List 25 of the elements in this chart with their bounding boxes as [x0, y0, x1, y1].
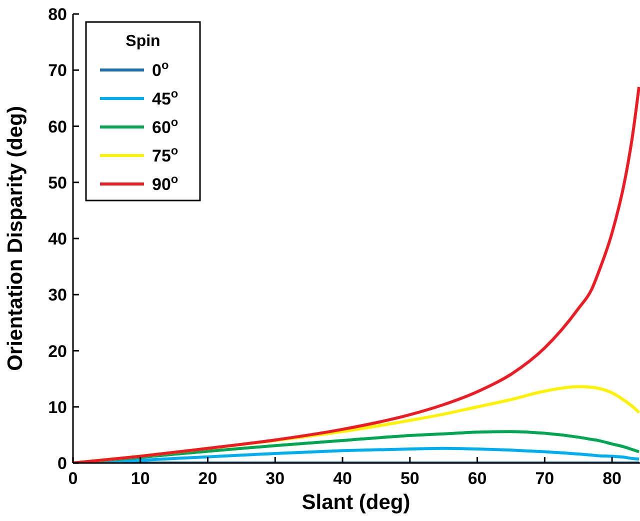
- x-tick-label: 70: [535, 469, 554, 488]
- y-tick-label: 30: [48, 286, 67, 305]
- x-tick-label: 60: [468, 469, 487, 488]
- legend-label: 45$^{o}$: [152, 86, 178, 108]
- legend-label: 60$^{o}$: [152, 115, 178, 137]
- x-tick-label: 80: [602, 469, 622, 488]
- y-tick-label: 40: [48, 230, 67, 248]
- x-tick-label: 40: [333, 469, 352, 488]
- x-tick-label: 10: [130, 469, 150, 488]
- x-tick-label: 30: [266, 469, 285, 488]
- y-tick-label: 0: [58, 454, 67, 473]
- y-tick-label: 60: [48, 117, 67, 136]
- legend-label: 0$^{o}$: [152, 58, 169, 80]
- legend-label: 75$^{o}$: [152, 144, 178, 166]
- legend-title: Spin: [126, 33, 160, 50]
- y-tick-label: 20: [48, 342, 67, 361]
- y-tick-label: 70: [48, 61, 67, 80]
- x-axis-title: Slant (deg): [302, 491, 410, 514]
- x-tick-label: 50: [400, 469, 420, 488]
- x-tick-label: 20: [198, 469, 218, 488]
- legend-label: 90$^{o}$: [152, 172, 178, 194]
- y-tick-label: 10: [48, 398, 67, 417]
- y-tick-label: 80: [48, 5, 67, 24]
- y-axis-title: Orientation Disparity (deg): [4, 106, 27, 371]
- y-tick-label: 50: [48, 173, 67, 192]
